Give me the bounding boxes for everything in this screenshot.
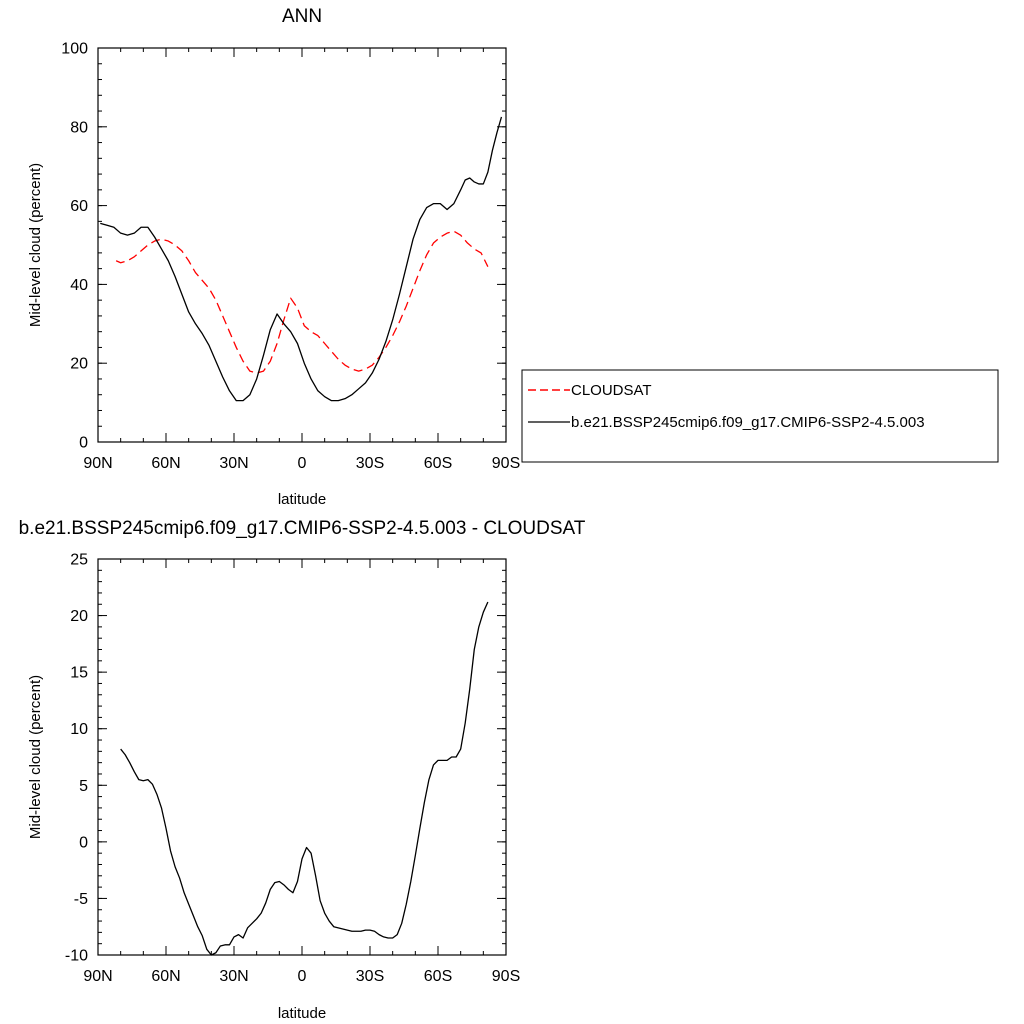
panel-1-y-tick-label: 80 bbox=[70, 119, 88, 136]
panel-2-y-tick-label: 20 bbox=[70, 608, 88, 625]
panel-1-y-tick-label: 100 bbox=[61, 41, 88, 58]
panel-1-series-line-b-e21-bssp245cmip6-f09-g17-cmip6-ssp2-4-5-003 bbox=[100, 116, 503, 402]
panel-1-x-tick-label: 90N bbox=[83, 455, 112, 472]
panel-2-x-axis-label: latitude bbox=[278, 1005, 326, 1022]
panel-1-x-tick-label: 30N bbox=[219, 455, 248, 472]
panel-1-x-tick-label: 0 bbox=[298, 455, 307, 472]
legend-box bbox=[521, 369, 999, 463]
panel-1-y-tick-label: 60 bbox=[70, 198, 88, 215]
legend: CLOUDSAT b.e21.BSSP245cmip6.f09_g17.CMIP… bbox=[521, 369, 999, 463]
panel-2-y-tick-label: 10 bbox=[70, 721, 88, 738]
panel-1-x-tick-label: 90S bbox=[492, 455, 520, 472]
panel-2-series-line-difference bbox=[120, 601, 489, 956]
panel-2-x-tick-label: 90N bbox=[83, 968, 112, 985]
panel-1-series-line-cloudsat bbox=[115, 230, 489, 374]
panel-1-title: ANN bbox=[282, 6, 322, 27]
legend-entry-model: b.e21.BSSP245cmip6.f09_g17.CMIP6-SSP2-4.… bbox=[571, 414, 925, 431]
legend-entry-cloudsat: CLOUDSAT bbox=[571, 382, 652, 399]
panel-1-y-tick-label: 40 bbox=[70, 277, 88, 294]
panel-2-x-tick-label: 30S bbox=[356, 968, 384, 985]
panel-2-x-tick-label: 60S bbox=[424, 968, 452, 985]
panel-1-y-tick-label: 20 bbox=[70, 356, 88, 373]
panel-1-x-tick-label: 60S bbox=[424, 455, 452, 472]
panel-1-x-axis-label: latitude bbox=[278, 491, 326, 508]
panel-2: b.e21.BSSP245cmip6.f09_g17.CMIP6-SSP2-4.… bbox=[19, 518, 586, 1022]
panel-2-y-tick-label: -5 bbox=[74, 891, 88, 908]
panel-2-x-tick-label: 60N bbox=[151, 968, 180, 985]
panel-2-y-tick-label: 0 bbox=[79, 834, 88, 851]
panel-2-y-axis-label: Mid-level cloud (percent) bbox=[27, 675, 44, 839]
panel-2-y-tick-label: 5 bbox=[79, 778, 88, 795]
panel-2-y-tick-label: -10 bbox=[65, 948, 88, 965]
panel-1-y-tick-label: 0 bbox=[79, 435, 88, 452]
panel-2-title: b.e21.BSSP245cmip6.f09_g17.CMIP6-SSP2-4.… bbox=[19, 518, 586, 539]
panel-1-x-tick-label: 30S bbox=[356, 455, 384, 472]
panel-2-x-tick-label: 0 bbox=[298, 968, 307, 985]
panel-2-y-tick-label: 25 bbox=[70, 552, 88, 569]
panel-2-x-tick-label: 30N bbox=[219, 968, 248, 985]
panel-1-x-tick-label: 60N bbox=[151, 455, 180, 472]
panel-2-x-tick-label: 90S bbox=[492, 968, 520, 985]
panel-1: ANN 0 20 40 60 80 100 90N 60N 30N 0 30S 60S 90S lati… bbox=[27, 6, 999, 508]
panel-2-plot-frame bbox=[97, 558, 507, 956]
panel-1-y-axis-label: Mid-level cloud (percent) bbox=[27, 163, 44, 327]
panel-2-y-tick-label: 15 bbox=[70, 665, 88, 682]
